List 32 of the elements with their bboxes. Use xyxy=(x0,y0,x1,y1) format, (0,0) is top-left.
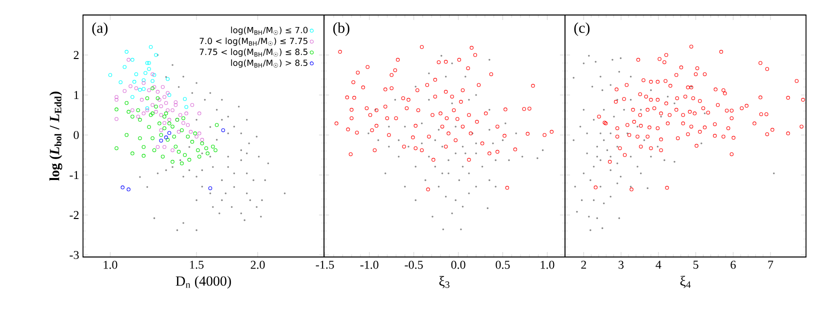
x-tick-label: 4 xyxy=(656,260,662,269)
annotation: (b) xyxy=(333,22,350,36)
y-tick-label: -1 xyxy=(70,171,79,179)
x-tick-label: 3 xyxy=(618,260,624,269)
x-tick-label: 1.5 xyxy=(190,260,204,269)
x-tick-label: 0.5 xyxy=(496,260,510,269)
x-tick-label: 2.0 xyxy=(250,260,265,269)
annotation: (c) xyxy=(574,22,590,36)
x-tick-label: 1.0 xyxy=(104,260,118,269)
y-tick-label: 2 xyxy=(74,51,79,59)
y-tick-label: -3 xyxy=(70,250,79,260)
y-tick-label: 1 xyxy=(74,91,79,99)
x-axis-title: ξ$_{4}$ xyxy=(680,276,691,288)
y-axis-title: log (L$_{bol}$ / L$_{Edd}$) xyxy=(49,92,62,181)
x-tick-label: 5 xyxy=(693,260,698,269)
legend-label: 7.0 < log(M$_{BH}$/M$_{☉}$) ≤ 7.75 xyxy=(200,38,308,46)
x-tick-label: 1.0 xyxy=(540,260,554,269)
x-tick-label: 0.0 xyxy=(451,260,466,269)
y-tick-label: 0 xyxy=(74,130,79,140)
annotation: (a) xyxy=(92,22,108,36)
x-tick-label: -1.5 xyxy=(316,260,334,269)
x-axis-title: D$_{n}$ (4000) xyxy=(176,276,231,289)
x-tick-label: -1.0 xyxy=(360,260,378,269)
x-axis-title: ξ$_{3}$ xyxy=(439,276,450,288)
x-tick-label: 6 xyxy=(730,260,736,269)
legend-label: 7.75 < log(M$_{BH}$/M$_{☉}$) ≤ 8.5 xyxy=(200,48,308,57)
legend-label: log(M$_{BH}$/M$_{☉}$) ≤ 7.0 xyxy=(231,26,308,35)
legend-label: log(M$_{BH}$/M$_{☉}$) > 8.5 xyxy=(231,59,308,68)
y-tick-label: -2 xyxy=(70,211,79,219)
x-tick-label: -0.5 xyxy=(404,260,423,269)
x-tick-label: 7 xyxy=(768,260,774,269)
x-tick-label: 2 xyxy=(581,260,586,269)
